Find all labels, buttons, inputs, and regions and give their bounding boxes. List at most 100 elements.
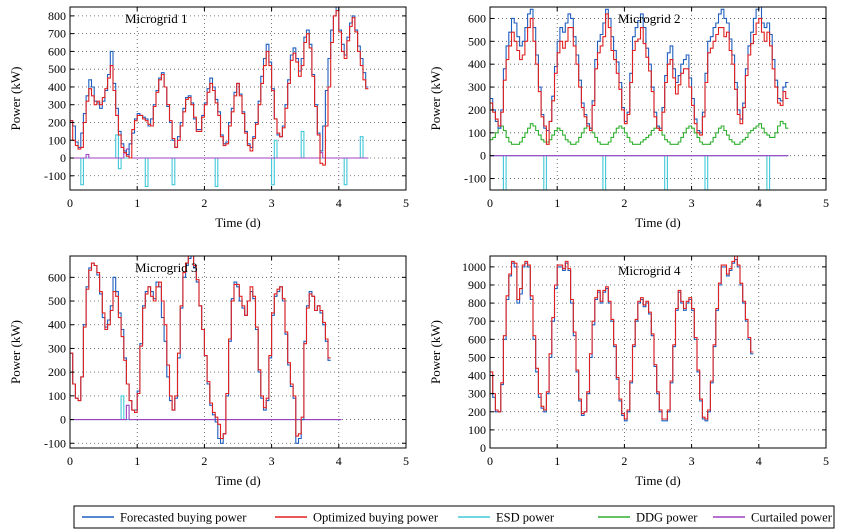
plot-frame [489, 255, 827, 449]
x-tick-label: 3 [689, 454, 695, 468]
legend-label-curtailed: Curtailed power [751, 511, 833, 525]
series-line-optimized [490, 13, 789, 145]
series-group [70, 7, 369, 187]
y-tick-label: 100 [468, 126, 486, 140]
x-tick-label: 1 [554, 454, 560, 468]
x-axis-label: Time (d) [635, 473, 680, 488]
chart-title: Microgrid 3 [135, 260, 197, 275]
x-tick-label: 4 [756, 196, 762, 210]
series-line-forecasted [70, 256, 331, 444]
y-axis-label: Power (kW) [8, 320, 23, 384]
y-axis-label: Power (kW) [428, 320, 443, 384]
legend-label-ddg: DDG power [636, 511, 698, 525]
y-tick-label: 600 [468, 332, 486, 346]
y-tick-label: 400 [48, 80, 66, 94]
x-tick-label: 3 [269, 196, 275, 210]
x-tick-label: 5 [823, 454, 829, 468]
y-tick-label: 300 [468, 80, 486, 94]
series-line-optimized [70, 10, 369, 166]
y-tick-label: 600 [48, 44, 66, 58]
y-tick-label: 300 [468, 387, 486, 401]
y-tick-label: 500 [48, 294, 66, 308]
y-tick-label: 800 [468, 296, 486, 310]
series-group [490, 256, 759, 448]
series-line-optimized [490, 256, 754, 420]
y-tick-label: 400 [468, 57, 486, 71]
y-tick-label: 300 [48, 341, 66, 355]
y-tick-label: 700 [48, 27, 66, 41]
y-tick-label: 400 [48, 318, 66, 332]
x-tick-label: 3 [689, 196, 695, 210]
x-tick-label: 0 [487, 454, 493, 468]
y-tick-label: 100 [48, 389, 66, 403]
chart-title: Microgrid 2 [618, 11, 680, 26]
x-tick-label: 3 [269, 454, 275, 468]
series-line-forecasted [490, 259, 754, 422]
series-line-optimized [70, 256, 331, 440]
legend-label-optimized: Optimized buying power [313, 511, 439, 525]
legend-box [73, 505, 835, 529]
series-group [490, 7, 789, 190]
x-tick-label: 5 [403, 196, 409, 210]
series-line-ddg [490, 120, 789, 145]
y-tick-label: 0 [480, 441, 486, 455]
x-tick-label: 1 [134, 454, 140, 468]
x-tick-label: 4 [336, 454, 342, 468]
x-tick-label: 2 [201, 196, 207, 210]
legend-label-esd: ESD power [496, 511, 555, 525]
y-tick-label: 0 [60, 151, 66, 165]
y-tick-label: 200 [468, 103, 486, 117]
x-axis-label: Time (d) [215, 473, 260, 488]
chart-title: Microgrid 4 [618, 263, 681, 278]
y-tick-label: 900 [468, 278, 486, 292]
y-tick-label: 0 [480, 149, 486, 163]
series-line-esd [70, 130, 369, 187]
x-tick-label: 4 [336, 196, 342, 210]
x-tick-label: 2 [621, 454, 627, 468]
y-tick-label: 500 [468, 34, 486, 48]
y-tick-label: 700 [468, 314, 486, 328]
y-tick-label: 800 [48, 9, 66, 23]
plot-frame [69, 255, 407, 449]
x-axis-label: Time (d) [215, 215, 260, 230]
y-tick-label: 600 [48, 270, 66, 284]
x-tick-label: 5 [403, 454, 409, 468]
y-tick-label: 100 [48, 133, 66, 147]
plot-frame [69, 6, 407, 191]
y-tick-label: 600 [468, 11, 486, 25]
y-tick-label: 300 [48, 98, 66, 112]
series-group [70, 256, 342, 444]
y-tick-label: 500 [48, 62, 66, 76]
x-tick-label: 2 [201, 454, 207, 468]
y-tick-label: 400 [468, 369, 486, 383]
y-tick-label: 100 [468, 423, 486, 437]
x-axis-label: Time (d) [635, 215, 680, 230]
x-tick-label: 0 [67, 196, 73, 210]
legend: Forecasted buying power Optimized buying … [73, 505, 835, 529]
legend-label-forecasted: Forecasted buying power [120, 511, 247, 525]
x-tick-label: 2 [621, 196, 627, 210]
chart-panel-4: 0 1 2 3 4 5 0 100 200 300 400 500 600 700 800 900 1000 Ti… [428, 255, 829, 488]
y-axis-label: Power (kW) [8, 67, 23, 131]
plot-frame [489, 6, 827, 191]
x-tick-label: 5 [823, 196, 829, 210]
series-line-curtailed [70, 148, 369, 159]
chart-panel-1: 0 1 2 3 4 5-1000100200300400500600700800Time … [8, 6, 409, 230]
x-tick-label: 4 [756, 454, 762, 468]
x-tick-label: 0 [67, 454, 73, 468]
y-tick-label: 200 [468, 405, 486, 419]
chart-title: Microgrid 1 [125, 11, 187, 26]
x-tick-label: 1 [134, 196, 140, 210]
y-tick-label: -100 [44, 169, 66, 183]
y-tick-label: 0 [60, 413, 66, 427]
y-tick-label: -100 [44, 436, 66, 450]
x-tick-label: 1 [554, 196, 560, 210]
y-axis-label: Power (kW) [428, 67, 443, 131]
x-tick-label: 0 [487, 196, 493, 210]
y-tick-label: 200 [48, 365, 66, 379]
y-tick-label: 200 [48, 115, 66, 129]
y-tick-label: 500 [468, 350, 486, 364]
